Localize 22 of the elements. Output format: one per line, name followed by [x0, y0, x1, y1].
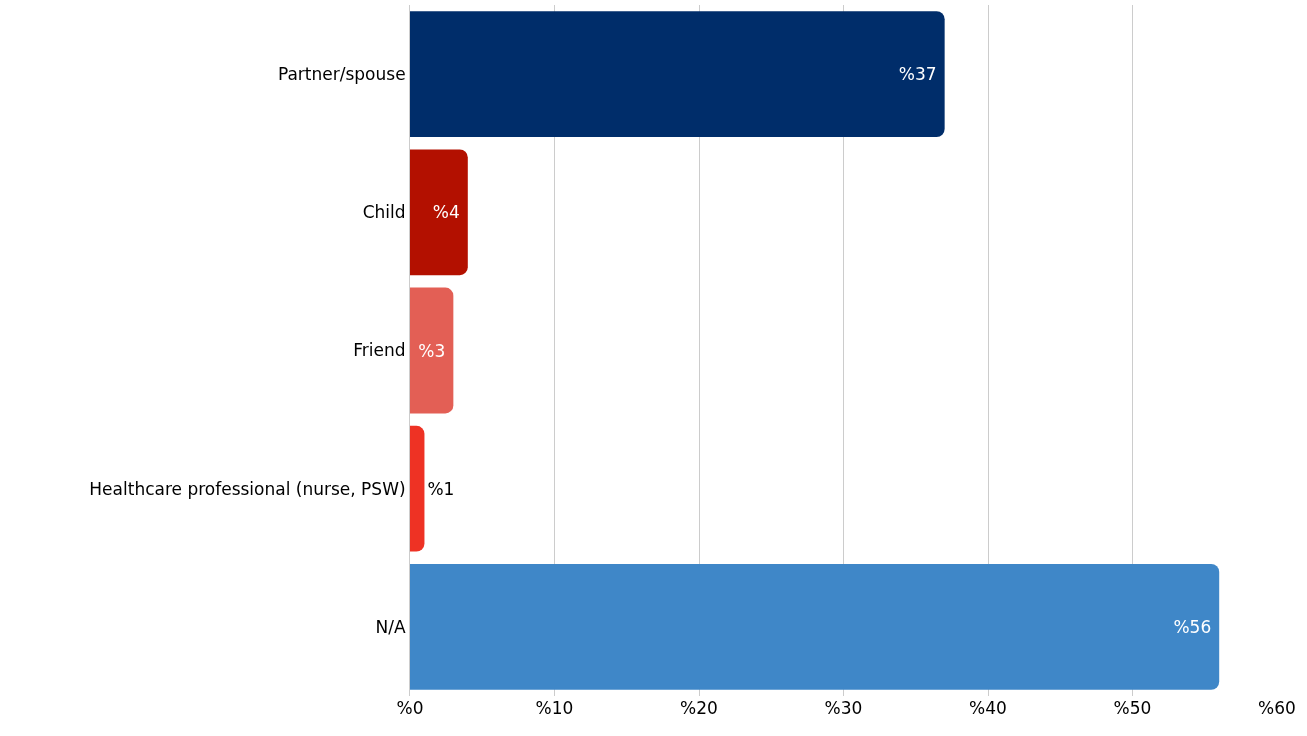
y-tick-label: Child	[362, 202, 406, 223]
data-label: %56	[1173, 616, 1212, 637]
bar	[410, 564, 1220, 690]
bar	[410, 425, 425, 552]
y-tick-label: Friend	[353, 340, 406, 361]
data-label: %4	[432, 202, 460, 223]
data-label: %37	[898, 64, 937, 85]
x-tick-label: %20	[680, 698, 718, 718]
y-tick-label: Healthcare professional (nurse, PSW)	[89, 478, 406, 499]
x-tick-label: %0	[396, 698, 424, 718]
x-tick-label: %30	[824, 698, 863, 718]
bar	[410, 11, 945, 137]
x-tick-label: %60	[1258, 698, 1296, 718]
data-label: %1	[427, 478, 455, 499]
y-tick-label: Partner/spouse	[277, 64, 406, 85]
bar	[410, 149, 468, 276]
x-tick-label: %10	[535, 698, 574, 718]
x-tick-label: %50	[1113, 698, 1152, 718]
x-tick-label: %40	[969, 698, 1007, 718]
bar	[410, 287, 454, 414]
y-tick-label: N/A	[375, 616, 406, 637]
data-label: %3	[418, 340, 446, 361]
